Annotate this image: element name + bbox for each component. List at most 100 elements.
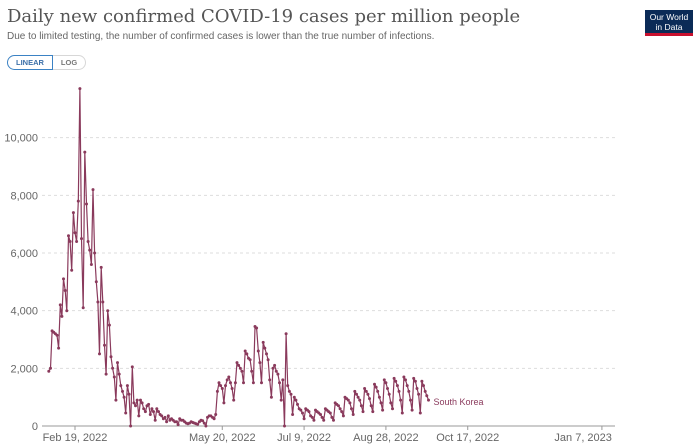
data-point <box>91 188 95 192</box>
series-label: South Korea <box>433 397 483 407</box>
data-point <box>143 410 147 414</box>
data-point <box>88 248 92 252</box>
data-point <box>341 414 345 418</box>
data-point <box>147 402 151 406</box>
y-tick-label: 0 <box>32 421 38 433</box>
data-point <box>268 378 272 382</box>
data-point <box>366 392 370 396</box>
data-point <box>134 404 137 408</box>
chart-title: Daily new confirmed COVID-19 cases per m… <box>7 6 521 27</box>
data-point <box>387 392 391 396</box>
data-point <box>103 343 106 347</box>
data-point <box>86 240 90 243</box>
data-point <box>111 366 115 370</box>
data-point <box>112 375 116 379</box>
data-point <box>348 401 352 405</box>
data-point <box>109 355 113 359</box>
linear-scale-button[interactable]: LINEAR <box>7 55 53 70</box>
data-point <box>405 384 409 388</box>
data-point <box>130 365 134 369</box>
data-point <box>251 381 255 385</box>
data-point <box>157 410 160 414</box>
data-point <box>93 251 97 255</box>
y-tick-label: 10,000 <box>4 133 38 145</box>
data-point <box>404 378 407 382</box>
data-point <box>78 87 82 91</box>
scale-toggle: LINEAR LOG <box>7 55 87 70</box>
data-point <box>224 384 227 388</box>
data-point <box>384 381 388 385</box>
data-point <box>104 372 108 376</box>
data-point <box>399 398 403 402</box>
data-point <box>369 404 373 408</box>
data-point <box>266 358 270 362</box>
data-point <box>409 398 412 402</box>
data-point <box>402 375 406 379</box>
data-point <box>350 407 353 411</box>
data-point <box>232 398 236 402</box>
data-point <box>47 369 51 373</box>
data-point <box>81 306 85 310</box>
data-point <box>155 407 159 411</box>
data-point <box>376 389 380 393</box>
data-point <box>238 366 242 370</box>
data-point <box>75 240 79 243</box>
data-point <box>220 387 224 390</box>
data-point <box>60 314 64 318</box>
data-point <box>125 384 129 388</box>
data-point <box>283 424 286 428</box>
data-point <box>418 411 422 415</box>
data-point <box>106 309 110 313</box>
data-point <box>394 379 398 383</box>
data-point <box>201 419 205 423</box>
data-point <box>284 332 288 336</box>
data-point <box>381 408 385 412</box>
x-tick-label: May 20, 2022 <box>189 432 256 444</box>
data-point <box>166 414 170 418</box>
data-point <box>99 265 103 269</box>
x-tick-label: Oct 17, 2022 <box>436 432 499 444</box>
data-point <box>114 398 118 402</box>
y-axis-ticks: 0 2,000 4,000 6,000 8,000 10,000 <box>4 133 38 433</box>
data-point <box>245 352 249 356</box>
y-tick-label: 6,000 <box>10 248 38 260</box>
data-point <box>389 401 393 405</box>
data-point <box>355 392 358 396</box>
log-scale-button[interactable]: LOG <box>52 55 87 70</box>
data-point <box>63 289 67 292</box>
data-point <box>278 381 281 385</box>
data-point <box>204 424 208 428</box>
data-point <box>322 418 326 422</box>
data-point <box>296 402 299 406</box>
data-point <box>310 415 314 419</box>
data-point <box>413 379 417 383</box>
data-point <box>107 323 111 327</box>
data-point <box>320 415 324 419</box>
data-point <box>256 349 260 353</box>
data-point <box>382 378 386 382</box>
data-point <box>291 413 295 416</box>
series-group: South Korea <box>47 87 484 428</box>
data-point <box>286 384 290 388</box>
x-axis: Feb 19, 2022 May 20, 2022 Jul 9, 2022 Aug 2… <box>42 425 615 444</box>
data-point <box>58 303 62 307</box>
data-point <box>117 372 121 376</box>
chart-subtitle: Due to limited testing, the number of co… <box>7 31 435 42</box>
gridlines <box>42 137 615 369</box>
data-point <box>235 361 239 365</box>
data-point <box>225 378 229 382</box>
data-point <box>49 366 52 370</box>
data-point <box>281 378 285 382</box>
logo-line-1: Our World <box>649 12 689 22</box>
data-point <box>294 398 298 402</box>
data-point <box>243 349 247 353</box>
data-point <box>302 417 306 421</box>
data-point <box>137 414 141 418</box>
data-point <box>57 346 61 350</box>
data-point <box>98 352 101 356</box>
data-point <box>301 411 304 415</box>
owid-logo[interactable]: Our World in Data <box>645 10 693 36</box>
data-point <box>127 392 131 396</box>
data-point <box>338 407 342 411</box>
data-point <box>386 387 389 390</box>
